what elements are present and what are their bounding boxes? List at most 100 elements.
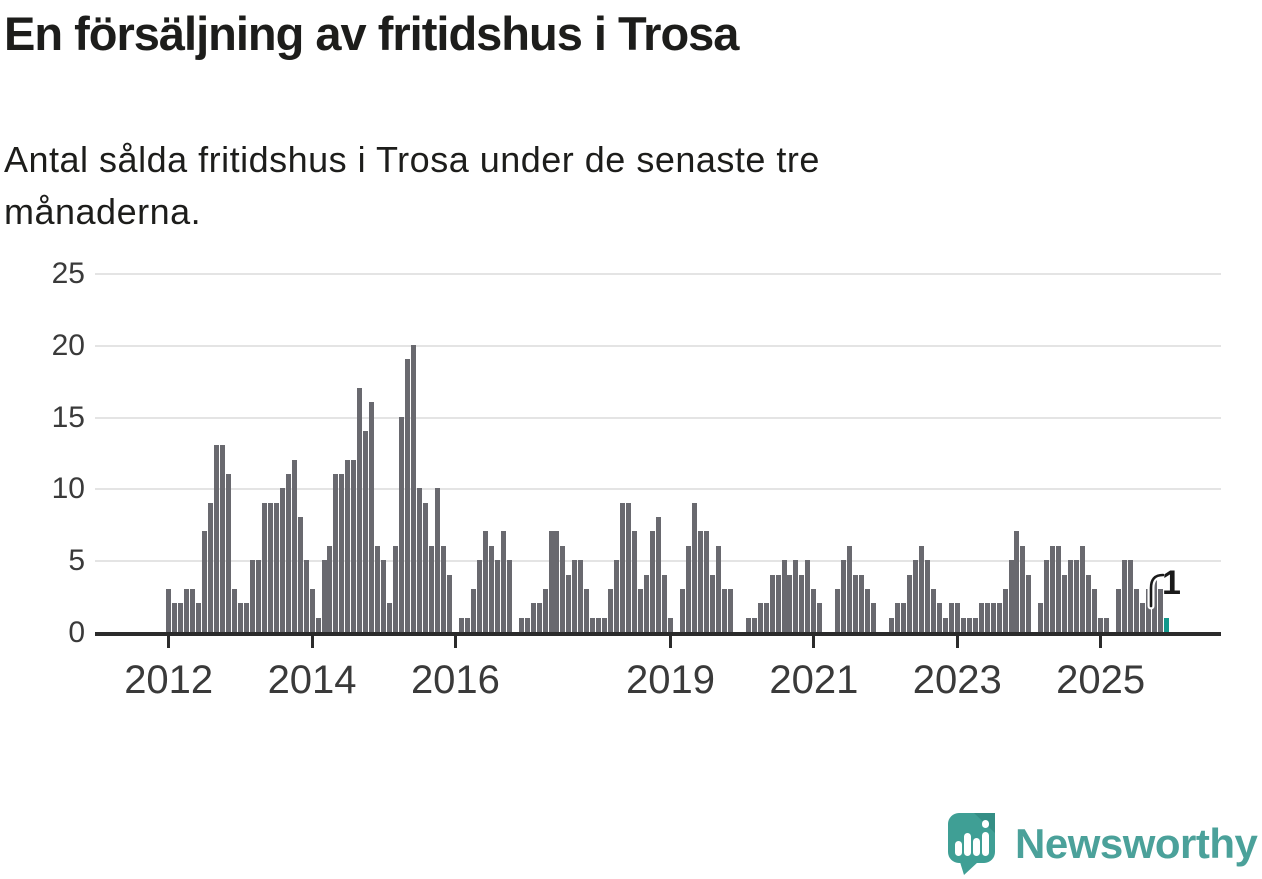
bar xyxy=(638,588,644,632)
bar xyxy=(602,617,608,632)
bar xyxy=(715,545,721,632)
bar xyxy=(345,459,351,632)
bar xyxy=(865,588,871,632)
gridline xyxy=(95,272,1221,275)
x-axis-tick xyxy=(453,636,457,648)
bar xyxy=(494,560,500,632)
bar xyxy=(667,617,673,632)
x-axis-label: 2023 xyxy=(912,658,1002,702)
x-axis-tick xyxy=(812,636,816,648)
bar xyxy=(309,588,315,632)
bar xyxy=(620,502,626,632)
x-axis-label: 2021 xyxy=(769,658,859,702)
y-axis-label: 0 xyxy=(68,616,85,649)
bar xyxy=(405,359,411,632)
bar xyxy=(393,545,399,632)
bar xyxy=(936,603,942,632)
bar xyxy=(399,416,405,632)
bar xyxy=(751,617,757,632)
bar xyxy=(327,545,333,632)
bar xyxy=(542,588,548,632)
last-value-annotation: 1 xyxy=(1142,566,1181,612)
bar xyxy=(184,588,190,632)
bar xyxy=(817,603,823,632)
newsworthy-brand-text: Newsworthy xyxy=(1015,820,1258,867)
bar xyxy=(703,531,709,632)
bar xyxy=(709,574,715,632)
x-axis-label: 2014 xyxy=(267,658,357,702)
bar xyxy=(566,574,572,632)
x-axis-label: 2019 xyxy=(625,658,715,702)
bar xyxy=(255,560,261,632)
bar xyxy=(948,603,954,632)
bar xyxy=(954,603,960,632)
bar xyxy=(805,560,811,632)
bar xyxy=(237,603,243,632)
bar xyxy=(387,603,393,632)
bar xyxy=(285,473,291,632)
x-axis-label: 2012 xyxy=(124,658,214,702)
bar xyxy=(1098,617,1104,632)
bar xyxy=(942,617,948,632)
bar xyxy=(871,603,877,632)
bar xyxy=(339,473,345,632)
bar xyxy=(757,603,763,632)
x-axis-tick xyxy=(167,636,171,648)
bar xyxy=(662,574,668,632)
bar xyxy=(990,603,996,632)
bar xyxy=(1014,531,1020,632)
bar xyxy=(590,617,596,632)
bar xyxy=(458,617,464,632)
bar xyxy=(978,603,984,632)
y-axis-label: 20 xyxy=(51,328,85,362)
bar xyxy=(554,531,560,632)
bar xyxy=(249,560,255,632)
bar xyxy=(1050,545,1056,632)
bar xyxy=(685,545,691,632)
bar xyxy=(763,603,769,632)
bar xyxy=(1127,560,1133,632)
bar xyxy=(912,560,918,632)
bar xyxy=(650,531,656,632)
newsworthy-logo[interactable]: Newsworthy xyxy=(947,812,1258,876)
bar xyxy=(1020,545,1026,632)
bar xyxy=(536,603,542,632)
bar xyxy=(518,617,524,632)
page-title: En försäljning av fritidshus i Trosa xyxy=(4,7,739,60)
bar xyxy=(596,617,602,632)
bar xyxy=(972,617,978,632)
last-value-label: 1 xyxy=(1162,564,1181,602)
bar xyxy=(835,588,841,632)
x-axis-label: 2016 xyxy=(410,658,500,702)
x-axis-tick xyxy=(668,636,672,648)
bar xyxy=(1139,603,1145,632)
bar xyxy=(315,617,321,632)
bar xyxy=(1008,560,1014,632)
bar xyxy=(375,545,381,632)
bar xyxy=(172,603,178,632)
bar xyxy=(411,344,417,632)
bar xyxy=(560,545,566,632)
bar-highlighted xyxy=(1163,617,1169,632)
x-axis-tick xyxy=(310,636,314,648)
bar xyxy=(530,603,536,632)
bar xyxy=(351,459,357,632)
bar xyxy=(608,588,614,632)
bar xyxy=(1145,588,1151,632)
bar xyxy=(429,545,435,632)
bar xyxy=(578,560,584,632)
bar xyxy=(697,531,703,632)
bar xyxy=(363,430,369,632)
bar xyxy=(202,531,208,632)
bar xyxy=(208,502,214,632)
bar xyxy=(1092,588,1098,632)
bar xyxy=(656,517,662,632)
bar xyxy=(841,560,847,632)
bar xyxy=(1056,545,1062,632)
bar xyxy=(1116,588,1122,632)
annotation-leader-icon xyxy=(1147,571,1164,610)
bar xyxy=(859,574,865,632)
x-axis-tick xyxy=(1099,636,1103,648)
bar xyxy=(369,402,375,632)
bar xyxy=(1074,560,1080,632)
